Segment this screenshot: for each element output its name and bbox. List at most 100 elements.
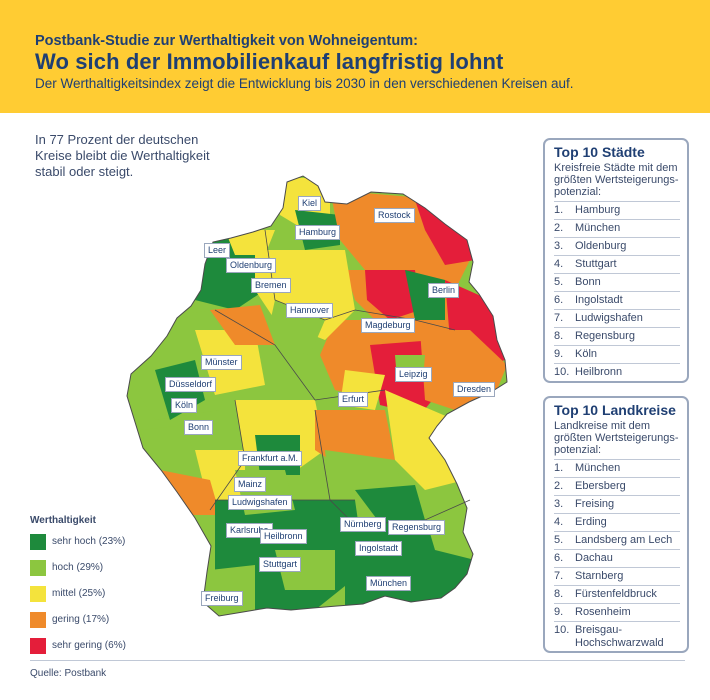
legend-item: sehr gering (6%) [30,638,126,664]
rank: 4. [554,516,564,528]
rank: 9. [554,606,564,618]
city-label-mainz: Mainz [234,477,267,492]
footer-divider [30,660,685,661]
list-item: 10. Breisgau-Hochschwarzwald [554,621,680,651]
legend-title: Werthaltigkeit [30,515,96,526]
city-name: Köln [575,348,598,360]
page-title: Wo sich der Immobilienkauf langfristig l… [35,49,504,74]
legend: Werthaltigkeit sehr hoch (23%) hoch (29%… [30,515,126,664]
city-label-hamburg: Hamburg [295,225,341,240]
city-name: Ingolstadt [575,294,623,306]
city-label-leer: Leer [204,243,231,258]
list-item: 1. Hamburg [554,201,680,219]
list-item: 9. Köln [554,345,680,363]
legend-item: hoch (29%) [30,560,103,586]
rank: 6. [554,294,564,306]
city-name: Stuttgart [575,258,617,270]
district-name: Erding [575,516,607,528]
city-label-nuernberg: Nürnberg [340,517,386,532]
rank: 1. [554,462,564,474]
rank: 7. [554,570,564,582]
list-item: 3. Freising [554,495,680,513]
legend-item: mittel (25%) [30,586,105,612]
rank: 6. [554,552,564,564]
city-label-erfurt: Erfurt [338,392,369,407]
list-item: 9. Rosenheim [554,603,680,621]
list-item: 4. Erding [554,513,680,531]
district-name: Freising [575,498,615,510]
legend-label: mittel (25%) [52,588,106,599]
city-label-frankfurt: Frankfurt a.M. [238,451,303,466]
page-subtitle: Der Werthaltigkeitsindex zeigt die Entwi… [35,76,574,91]
city-label-koeln: Köln [171,398,198,413]
list-item: 7. Ludwigshafen [554,309,680,327]
city-label-leipzig: Leipzig [395,367,432,382]
rank: 8. [554,588,564,600]
top-cities-subtitle: Kreisfreie Städte mit dem größten Wertst… [554,162,679,198]
list-item: 3. Oldenburg [554,237,680,255]
rank: 2. [554,480,564,492]
list-item: 7. Starnberg [554,567,680,585]
header-kicker: Postbank-Studie zur Werthaltigkeit von W… [35,33,418,49]
city-label-heilbronn: Heilbronn [260,529,307,544]
top-landkreise-list: 1. München 2. Ebersberg 3. Freising 4. Erdin… [545,459,687,651]
city-label-bremen: Bremen [251,278,291,293]
district-name: Rosenheim [575,606,631,618]
top-landkreise-box: Top 10 Landkreise Landkreise mit dem grö… [543,396,689,653]
rank: 9. [554,348,564,360]
list-item: 8. Regensburg [554,327,680,345]
list-item: 4. Stuttgart [554,255,680,273]
legend-item: gering (17%) [30,612,109,638]
top-landkreise-subtitle: Landkreise mit dem größten Wertsteigerun… [554,420,679,456]
city-name: München [575,222,621,234]
city-label-berlin: Berlin [428,283,460,298]
city-name: Oldenburg [575,240,627,252]
city-label-rostock: Rostock [374,208,415,223]
list-item: 10. Heilbronn [554,363,680,381]
list-item: 2. Ebersberg [554,477,680,495]
list-item: 5. Landsberg am Lech [554,531,680,549]
legend-swatch [30,586,46,602]
rank: 3. [554,498,564,510]
district-name: Breisgau-Hochschwarzwald [575,624,664,649]
legend-label: sehr gering (6%) [52,640,126,651]
germany-map [126,175,508,617]
city-label-bonn: Bonn [184,420,214,435]
city-label-muenchen: München [366,576,412,591]
city-label-magdeburg: Magdeburg [361,318,415,333]
city-label-dresden: Dresden [453,382,496,397]
city-label-freiburg: Freiburg [201,591,243,606]
city-label-kiel: Kiel [298,196,322,211]
city-name: Hamburg [575,204,621,216]
list-item: 1. München [554,459,680,477]
intro-text: In 77 Prozent der deutschen Kreise bleib… [35,132,210,179]
rank: 2. [554,222,564,234]
district-name: Fürstenfeldbruck [575,588,657,600]
rank: 5. [554,534,564,546]
list-item: 2. München [554,219,680,237]
rank: 8. [554,330,564,342]
city-label-ludwigshafen: Ludwigshafen [228,495,292,510]
city-name: Bonn [575,276,601,288]
district-name: Ebersberg [575,480,626,492]
list-item: 6. Ingolstadt [554,291,680,309]
district-name: Starnberg [575,570,624,582]
city-name: Regensburg [575,330,635,342]
legend-swatch [30,560,46,576]
source-note: Quelle: Postbank [30,668,107,679]
list-item: 5. Bonn [554,273,680,291]
rank: 10. [554,366,570,378]
rank: 7. [554,312,564,324]
list-item: 6. Dachau [554,549,680,567]
top-cities-box: Top 10 Städte Kreisfreie Städte mit dem … [543,138,689,383]
legend-swatch [30,638,46,654]
rank: 1. [554,204,564,216]
legend-swatch [30,612,46,628]
rank: 3. [554,240,564,252]
legend-swatch [30,534,46,550]
top-landkreise-title: Top 10 Landkreise [554,402,676,418]
district-name: München [575,462,621,474]
rank: 10. [554,624,570,636]
legend-label: sehr hoch (23%) [52,536,126,547]
list-item: 8. Fürstenfeldbruck [554,585,680,603]
